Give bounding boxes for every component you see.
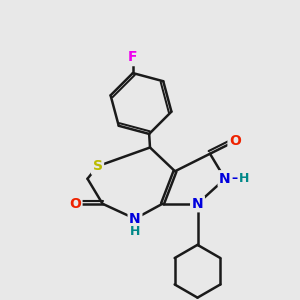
Text: S: S bbox=[92, 159, 103, 173]
Text: O: O bbox=[229, 134, 241, 148]
Text: N: N bbox=[192, 197, 203, 211]
Text: N: N bbox=[129, 212, 141, 226]
Text: –: – bbox=[232, 172, 238, 185]
Text: N: N bbox=[219, 172, 231, 186]
Text: H: H bbox=[130, 225, 140, 238]
Text: F: F bbox=[128, 50, 138, 64]
Text: H: H bbox=[238, 172, 249, 185]
Text: F: F bbox=[128, 50, 138, 64]
Text: O: O bbox=[69, 197, 81, 211]
